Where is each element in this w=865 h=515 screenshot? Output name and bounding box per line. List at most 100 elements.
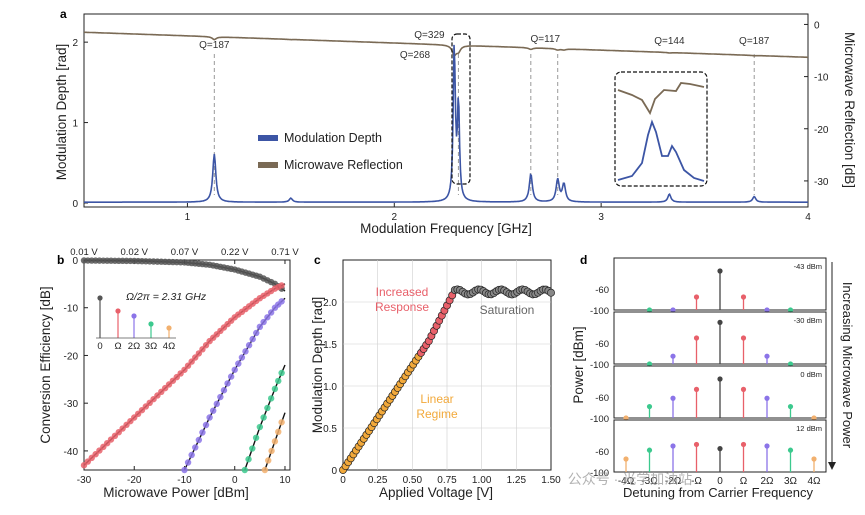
b-data-point [275, 377, 282, 385]
d-xtick-label: 4Ω [807, 476, 821, 487]
b-data-point [256, 423, 264, 431]
legend-label-depth: Modulation Depth [284, 131, 382, 145]
d-row-label: -30 dBm [794, 316, 822, 325]
b-data-point [278, 282, 285, 289]
b-data-point [252, 434, 260, 441]
d-stem-marker [693, 386, 700, 392]
a-xtick-label: 2 [392, 212, 398, 223]
b-data-point [271, 438, 279, 445]
d-xtick-label: -3Ω [641, 476, 658, 487]
legend-swatch-reflection [258, 162, 278, 168]
d-stem-marker [787, 447, 794, 453]
d-ytick-label: -100 [590, 468, 609, 479]
d-ytick-label: -60 [595, 447, 609, 458]
d-stem-marker [764, 307, 770, 313]
c-ytick-label: 1.5 [323, 340, 337, 351]
d-stem-marker [623, 415, 629, 421]
panel-b-annotation: Ω/2π = 2.31 GHz [126, 291, 207, 303]
c-xtick-label: 1.00 [472, 475, 492, 486]
panel-c-xlabel: Applied Voltage [V] [379, 485, 493, 500]
b-xtick-label: -10 [177, 475, 192, 486]
b-fit-line [183, 297, 286, 471]
b-ytick-label: -20 [64, 351, 79, 362]
d-stem-marker [646, 447, 653, 453]
d-stem-marker [693, 335, 700, 341]
c-xtick-label: 1.50 [541, 475, 561, 486]
d-row-label: 12 dBm [796, 424, 822, 433]
b-legend-label: 0 [97, 341, 102, 352]
d-xtick-label: 2Ω [760, 476, 774, 487]
b-xtick-label: 0 [232, 475, 238, 486]
b-xtick-label: -30 [77, 475, 92, 486]
panel-d-xlabel: Detuning from Carrier Frequency [623, 485, 814, 500]
b-data-point [235, 360, 242, 367]
b-data-point [192, 444, 199, 451]
b-data-point [268, 447, 275, 455]
b-data-point [256, 323, 264, 331]
d-stem-marker [764, 395, 770, 401]
d-xtick-label: -2Ω [665, 476, 682, 487]
d-stem-marker [670, 443, 676, 449]
increasing-arrow-head [828, 462, 836, 470]
d-ytick-label: -60 [595, 339, 609, 350]
d-stem-marker [740, 386, 747, 392]
b-legend-label: Ω [114, 341, 121, 352]
d-stem-marker [717, 268, 723, 274]
d-stem-marker [811, 456, 817, 462]
c-xtick-label: 1.25 [507, 475, 527, 486]
panel-d: d -60 -100 -43 dBm -60 -100 -30 dBm -60 -100 0 d… [571, 253, 855, 500]
d-stem-marker [646, 307, 653, 313]
a-ytick-right-label: -10 [814, 73, 829, 84]
b-data-point [275, 428, 282, 436]
d-ytick-label: -100 [590, 414, 609, 425]
b-data-point [184, 459, 192, 466]
a-ytick-right-label: -30 [814, 177, 829, 188]
d-stem-marker [717, 319, 723, 325]
a-ytick-right-label: -20 [814, 125, 829, 136]
b-data-point [249, 445, 256, 452]
d-stem-marker [740, 294, 747, 300]
b-legend-label: 3Ω [145, 341, 157, 352]
b-data-point [260, 318, 267, 326]
b-data-point [264, 404, 271, 412]
c-data-point [547, 288, 555, 297]
d-stem-marker [787, 403, 794, 410]
b-data-point [253, 329, 260, 337]
b-data-point [209, 407, 217, 414]
b-toptick-label: 0.02 V [121, 247, 149, 258]
inset-reflection-line [617, 82, 705, 116]
q-label: Q=187 [739, 36, 770, 47]
b-data-point [227, 373, 235, 380]
b-data-point [267, 395, 275, 402]
b-toptick-label: 0.07 V [171, 247, 199, 258]
q-label: Q=329 [414, 30, 445, 41]
panel-c: c 0 0.25 0.50 0.75 1.00 1.25 1.50 0 0.5 1.0 1.5 2.0… [310, 253, 561, 500]
b-data-point [238, 354, 246, 361]
d-ytick-label: -100 [590, 306, 609, 317]
inset-box [614, 71, 708, 187]
c-ytick-label: 2.0 [323, 298, 337, 309]
d-xtick-label: -4Ω [618, 476, 635, 487]
b-data-point [213, 400, 220, 408]
b-data-point [241, 466, 248, 474]
b-data-point [195, 436, 203, 444]
panel-label-d: d [580, 253, 587, 267]
d-stem-marker [646, 403, 653, 410]
d-stem-marker [670, 395, 676, 401]
b-data-point [242, 348, 249, 355]
b-legend-label: 2Ω [128, 341, 140, 352]
q-label: Q=268 [400, 50, 431, 61]
d-stem-marker [623, 456, 629, 462]
b-legend-marker [115, 308, 121, 314]
a-ytick-label: 0 [72, 199, 78, 210]
b-data-point [188, 451, 195, 459]
q-label: Q=117 [531, 34, 561, 45]
d-stem-marker [693, 441, 700, 448]
panel-b-ylabel: Conversion Efficiency [dB] [38, 286, 53, 443]
d-stem-marker [717, 446, 723, 452]
b-data-point [224, 380, 231, 387]
c-ytick-label: 0.5 [323, 424, 337, 435]
legend-label-reflection: Microwave Reflection [284, 158, 403, 172]
a-xtick-label: 3 [598, 212, 604, 223]
